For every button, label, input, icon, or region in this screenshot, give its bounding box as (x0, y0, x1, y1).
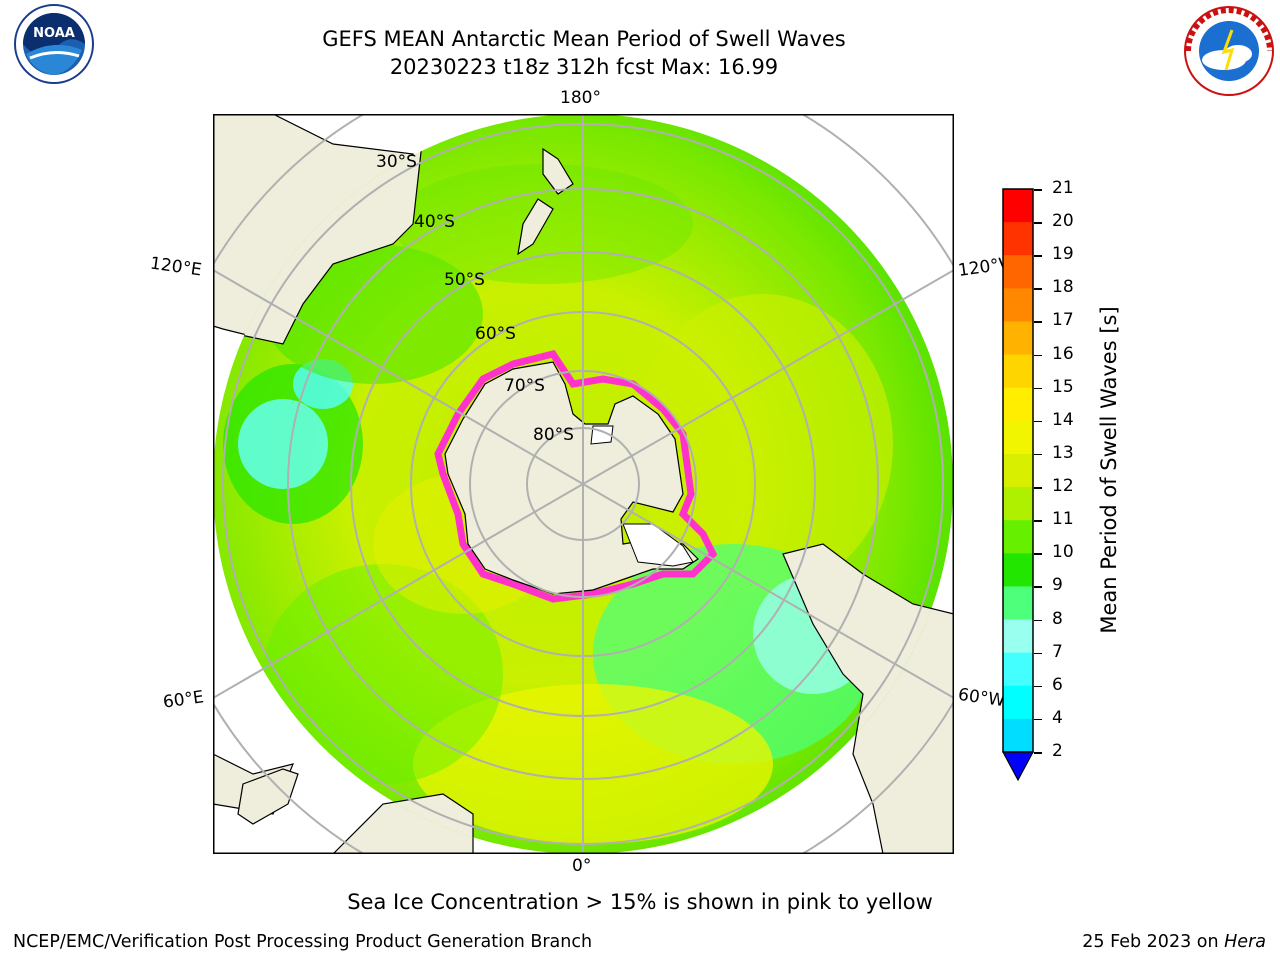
lat-label-70s: 70°S (504, 376, 545, 396)
lat-label-50s: 50°S (444, 270, 485, 290)
colorbar-cell (1003, 420, 1033, 455)
colorbar-tick-mark (1034, 685, 1042, 688)
sea-ice-note: Sea Ice Concentration > 15% is shown in … (347, 890, 933, 914)
run-date-text: 25 Feb 2023 on (1082, 932, 1225, 952)
colorbar-tick-mark (1034, 354, 1042, 357)
lat-label-40s: 40°S (414, 212, 455, 232)
run-date: 25 Feb 2023 on Hera (1082, 932, 1266, 952)
host-name: Hera (1224, 932, 1266, 952)
lat-label-80s: 80°S (533, 425, 574, 445)
colorbar-tick-mark (1034, 752, 1042, 754)
colorbar-tick-label: 7 (1052, 641, 1063, 662)
colorbar-tick-label: 10 (1052, 542, 1074, 563)
land-madagascar (237, 768, 299, 825)
colorbar-tick-label: 9 (1052, 575, 1063, 596)
colorbar-cell (1003, 652, 1033, 687)
colorbar-cell (1003, 354, 1033, 389)
colorbar-tick-label: 19 (1052, 244, 1074, 265)
colorbar-cell (1003, 255, 1033, 289)
colorbar-tick-label: 16 (1052, 343, 1074, 364)
colorbar-tick-mark (1034, 619, 1042, 622)
producer-credit: NCEP/EMC/Verification Post Processing Pr… (13, 932, 593, 952)
lon-label-60e: 60°E (161, 687, 206, 713)
colorbar-tick-mark (1034, 387, 1042, 390)
nws-logo (1180, 4, 1278, 98)
colorbar-tick-label: 17 (1052, 310, 1074, 331)
colorbar-extend-arrow (1001, 751, 1035, 782)
colorbar-cell (1003, 487, 1033, 521)
colorbar-cell (1003, 685, 1033, 720)
colorbar-tick-mark (1034, 487, 1042, 489)
colorbar-tick-label: 11 (1052, 509, 1074, 530)
colorbar-cell (1003, 553, 1033, 587)
colorbar-tick-mark (1034, 718, 1042, 721)
colorbar-tick-mark (1034, 553, 1042, 555)
colorbar-tick-mark (1034, 255, 1042, 257)
colorbar-tick-label: 18 (1052, 277, 1074, 298)
colorbar-tick-mark (1034, 321, 1042, 323)
colorbar-cell (1003, 288, 1033, 322)
colorbar-tick-label: 14 (1052, 409, 1074, 430)
colorbar-tick-mark (1034, 652, 1042, 655)
colorbar-cell (1003, 222, 1033, 256)
colorbar-cell (1003, 189, 1033, 223)
noaa-logo: NOAA (2, 2, 102, 84)
lat-label-60s: 60°S (475, 324, 516, 344)
colorbar-tick-label: 6 (1052, 674, 1063, 695)
colorbar-cell (1003, 387, 1033, 422)
lat-label-30s: 30°S (376, 152, 417, 172)
colorbar-tick-mark (1034, 189, 1042, 191)
colorbar-tick-label: 15 (1052, 376, 1074, 397)
lon-label-120e: 120°E (148, 253, 203, 281)
colorbar-tick-mark (1034, 520, 1042, 522)
colorbar-tick-label: 4 (1052, 707, 1063, 728)
colorbar-title: Mean Period of Swell Waves [s] (1097, 306, 1121, 634)
colorbar-tick-label: 12 (1052, 476, 1074, 497)
lon-label-0: 0° (572, 856, 592, 876)
colorbar-tick-label: 13 (1052, 442, 1074, 463)
polar-map (213, 114, 954, 854)
colorbar-cell (1003, 453, 1033, 488)
sea-ice-edge (434, 350, 718, 603)
colorbar-cell (1003, 520, 1033, 554)
colorbar-tick-mark (1034, 586, 1042, 588)
colorbar (1001, 188, 1035, 782)
graticule (213, 114, 954, 854)
colorbar-tick-mark (1034, 453, 1042, 456)
colorbar-cell (1003, 321, 1033, 356)
colorbar-tick-label: 8 (1052, 608, 1063, 629)
colorbar-cell (1003, 586, 1033, 621)
colorbar-tick-mark (1034, 222, 1042, 224)
colorbar-cell (1003, 718, 1033, 753)
lon-label-60w: 60°W (956, 684, 1007, 712)
chart-title: GEFS MEAN Antarctic Mean Period of Swell… (322, 27, 846, 51)
colorbar-cell (1003, 619, 1033, 654)
noaa-logo-text: NOAA (33, 26, 75, 41)
chart-subtitle: 20230223 t18z 312h fcst Max: 16.99 (389, 55, 779, 79)
colorbar-tick-mark (1034, 420, 1042, 423)
colorbar-tick-label: 2 (1052, 741, 1063, 761)
colorbar-tick-label: 21 (1052, 178, 1074, 198)
lon-label-180: 180° (560, 88, 601, 108)
colorbar-tick-label: 20 (1052, 211, 1074, 232)
colorbar-tick-mark (1034, 288, 1042, 290)
